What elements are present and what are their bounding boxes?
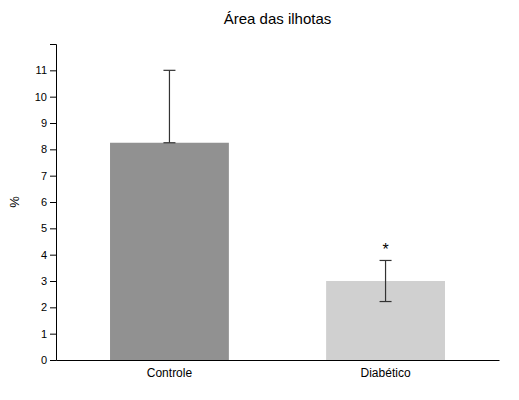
y-tick: 6 bbox=[41, 196, 56, 208]
y-tick-mark bbox=[50, 70, 56, 71]
annotations: * bbox=[382, 241, 388, 258]
y-tick-label: 4 bbox=[41, 249, 47, 261]
y-tick: 1 bbox=[41, 328, 56, 340]
x-axis-line bbox=[57, 360, 500, 361]
y-tick-mark bbox=[50, 97, 56, 98]
y-tick-mark bbox=[50, 149, 56, 150]
y-tick-label: 5 bbox=[41, 222, 47, 234]
y-tick-mark bbox=[50, 334, 56, 335]
y-axis: 0 1 2 3 4 5 6 7 8 9 10 11 bbox=[35, 45, 57, 367]
y-tick-label: 7 bbox=[41, 170, 47, 182]
x-tick: Diabético bbox=[361, 366, 411, 380]
x-tick-label: Diabético bbox=[361, 366, 411, 380]
y-tick: 10 bbox=[35, 91, 56, 103]
y-tick-mark bbox=[50, 202, 56, 203]
error-cap-top bbox=[163, 70, 175, 71]
error-cap-bottom bbox=[163, 142, 175, 143]
y-tick-label: 10 bbox=[35, 91, 47, 103]
annotation: * bbox=[382, 241, 388, 258]
y-tick-mark bbox=[50, 255, 56, 256]
error-bar bbox=[163, 70, 175, 142]
y-tick-label: 0 bbox=[41, 354, 47, 366]
error-line bbox=[169, 70, 170, 142]
y-tick-mark bbox=[50, 281, 56, 282]
x-tick: Controle bbox=[147, 366, 193, 380]
plot: 0 1 2 3 4 5 6 7 8 9 10 11 Controle Diabético * bbox=[35, 45, 500, 380]
y-tick: 5 bbox=[41, 222, 56, 234]
y-tick: 2 bbox=[41, 301, 56, 313]
y-tick-mark bbox=[50, 123, 56, 124]
y-tick-mark bbox=[50, 176, 56, 177]
y-tick: 11 bbox=[36, 64, 56, 76]
y-tick-label: 9 bbox=[41, 117, 47, 129]
y-tick: 3 bbox=[41, 275, 56, 287]
error-cap-top bbox=[380, 260, 392, 261]
title: Área das ilhotas bbox=[224, 10, 332, 27]
y-tick: 7 bbox=[41, 170, 56, 182]
y-tick: 9 bbox=[41, 117, 56, 129]
y-tick-label: 3 bbox=[41, 275, 47, 287]
y-tick: 4 bbox=[41, 249, 56, 261]
x-tick-label: Controle bbox=[147, 366, 193, 380]
y-tick: 8 bbox=[41, 143, 56, 155]
error-line bbox=[385, 260, 386, 301]
y-axis-title: % bbox=[7, 196, 22, 208]
y-tick-label: 6 bbox=[41, 196, 47, 208]
y-tick-mark bbox=[50, 360, 56, 361]
y-tick-label: 11 bbox=[36, 64, 47, 76]
marks bbox=[110, 70, 445, 360]
bar bbox=[110, 143, 229, 360]
y-tick-label: 8 bbox=[41, 143, 47, 155]
y-tick-mark bbox=[50, 228, 56, 229]
chart: 0 1 2 3 4 5 6 7 8 9 10 11 Controle Diabético * Área das… bbox=[0, 0, 519, 400]
x-axis: Controle Diabético bbox=[57, 361, 500, 380]
y-tick-mark bbox=[50, 307, 56, 308]
error-bar bbox=[380, 260, 392, 301]
y-tick-label: 1 bbox=[41, 328, 47, 340]
y-axis-line bbox=[50, 45, 57, 361]
error-cap-bottom bbox=[380, 301, 392, 302]
y-tick: 0 bbox=[41, 354, 56, 366]
y-tick-label: 2 bbox=[41, 301, 47, 313]
